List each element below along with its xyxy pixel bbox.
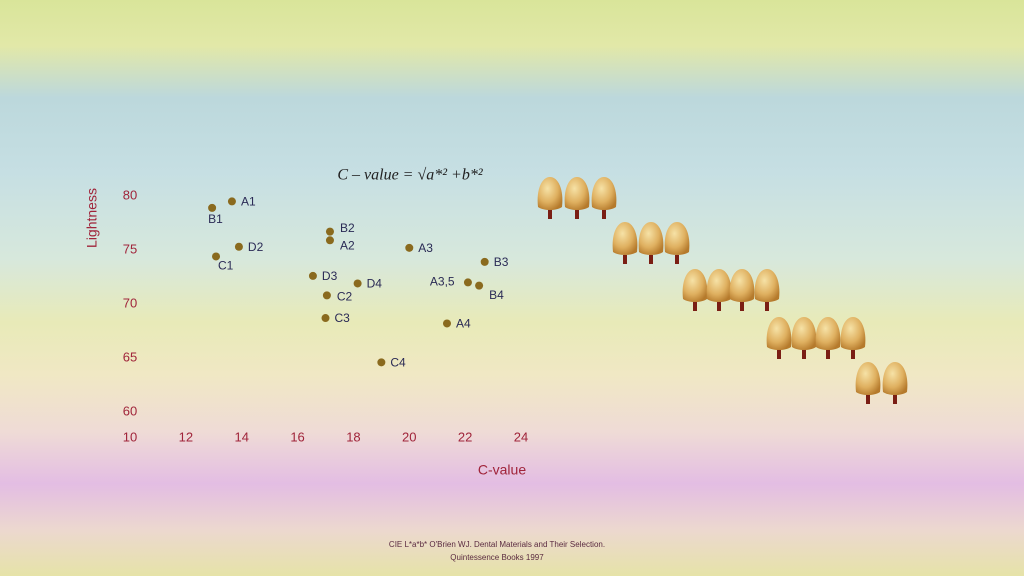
point-label: A3 [418, 241, 433, 255]
point-label: D2 [248, 240, 264, 254]
point [234, 242, 243, 251]
point [377, 358, 386, 367]
tooth-stem [765, 302, 769, 311]
x-tick-label: 22 [458, 429, 472, 444]
tooth [638, 222, 664, 255]
point [308, 271, 317, 280]
tooth [840, 317, 866, 350]
x-tick-label: 16 [290, 429, 304, 444]
point-label: A3,5 [430, 275, 455, 289]
tooth-stem [675, 255, 679, 264]
tooth [564, 177, 590, 210]
point [321, 314, 330, 323]
tooth [664, 222, 690, 255]
point-label: B4 [489, 288, 504, 302]
point-label: C2 [337, 290, 353, 304]
tooth-stem [649, 255, 653, 264]
y-tick-label: 80 [123, 187, 137, 202]
point-label: B3 [494, 255, 509, 269]
tooth-stem [693, 302, 697, 311]
tooth [791, 317, 817, 350]
tooth-stem [826, 350, 830, 359]
formula: C – value = √a*² +b*² [337, 167, 483, 184]
point-label: C3 [335, 311, 351, 325]
y-axis-label: Lightness [84, 188, 100, 248]
tooth-stem [866, 395, 870, 404]
point [480, 257, 489, 266]
point [227, 197, 236, 206]
tooth-stem [575, 210, 579, 219]
x-tick-label: 14 [234, 429, 248, 444]
tooth [706, 269, 732, 302]
tooth [591, 177, 617, 210]
source: CIE L*a*b* O'Brien WJ. Dental Materials … [389, 540, 605, 549]
point-label: C4 [390, 355, 406, 369]
tooth-images [537, 177, 908, 404]
point-label: A1 [241, 195, 256, 209]
tooth [754, 269, 780, 302]
point-label: D3 [322, 269, 338, 283]
tooth-stem [893, 395, 897, 404]
y-tick-label: 60 [123, 403, 137, 418]
point-label: B2 [340, 221, 355, 235]
tooth [729, 269, 755, 302]
point [442, 319, 451, 328]
x-tick-label: 20 [402, 429, 416, 444]
source: Quintessence Books 1997 [450, 553, 544, 562]
tooth-stem [740, 302, 744, 311]
tooth-stem [802, 350, 806, 359]
x-tick-label: 10 [123, 429, 137, 444]
point [208, 203, 217, 212]
point-label: D4 [367, 277, 383, 291]
x-tick-label: 12 [179, 429, 193, 444]
tooth [537, 177, 563, 210]
point [475, 281, 484, 290]
point [463, 278, 472, 287]
y-tick-label: 65 [123, 349, 137, 364]
x-axis-label: C-value [478, 462, 526, 478]
tooth-stem [623, 255, 627, 264]
tooth [855, 362, 881, 395]
y-tick-label: 75 [123, 241, 137, 256]
tooth-stem [777, 350, 781, 359]
x-tick-label: 24 [514, 429, 528, 444]
point-label: C1 [218, 259, 234, 273]
point-label: A4 [456, 317, 471, 331]
tooth-stem [602, 210, 606, 219]
tooth [612, 222, 638, 255]
tooth [882, 362, 908, 395]
y-tick-label: 70 [123, 295, 137, 310]
tooth-stem [548, 210, 552, 219]
tooth-stem [851, 350, 855, 359]
point-label: A2 [340, 238, 355, 252]
x-tick-label: 18 [346, 429, 360, 444]
point [212, 252, 221, 261]
tooth [766, 317, 792, 350]
point [353, 279, 362, 288]
point [325, 227, 334, 236]
point-label: B1 [208, 212, 223, 226]
tooth-stem [717, 302, 721, 311]
point [405, 243, 414, 252]
tooth [815, 317, 841, 350]
tooth [682, 269, 708, 302]
point [322, 291, 331, 300]
point [325, 236, 334, 245]
